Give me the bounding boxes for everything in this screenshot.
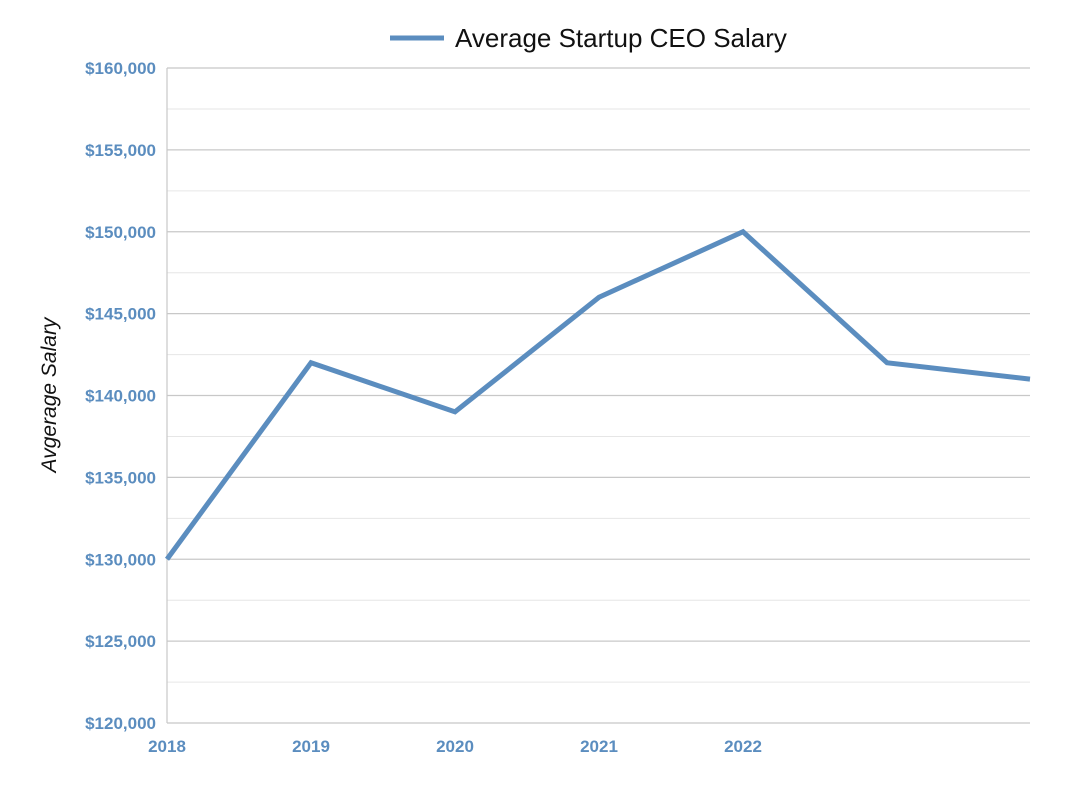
y-tick-label: $150,000: [85, 223, 156, 242]
x-tick-label: 2018: [148, 737, 186, 756]
x-tick-label: 2019: [292, 737, 330, 756]
y-tick-label: $130,000: [85, 550, 156, 569]
y-tick-label: $135,000: [85, 468, 156, 487]
legend: Average Startup CEO Salary: [390, 23, 787, 53]
x-tick-label: 2020: [436, 737, 474, 756]
y-tick-label: $140,000: [85, 387, 156, 406]
y-tick-label: $160,000: [85, 59, 156, 78]
x-tick-label: 2021: [580, 737, 618, 756]
y-tick-label: $145,000: [85, 305, 156, 324]
legend-label: Average Startup CEO Salary: [455, 23, 787, 53]
x-tick-labels: 2018 2019 2020 2021 2022: [148, 737, 762, 756]
y-tick-label: $120,000: [85, 714, 156, 733]
y-tick-labels: $160,000 $155,000 $150,000 $145,000 $140,000…: [85, 59, 156, 733]
y-tick-label: $125,000: [85, 632, 156, 651]
y-tick-label: $155,000: [85, 141, 156, 160]
series-line: [164, 228, 1031, 561]
series-lines: [164, 228, 1031, 561]
x-tick-label: 2022: [724, 737, 762, 756]
y-axis-title: Avgerage Salary: [38, 316, 61, 474]
grid-lines: [167, 67, 1030, 724]
